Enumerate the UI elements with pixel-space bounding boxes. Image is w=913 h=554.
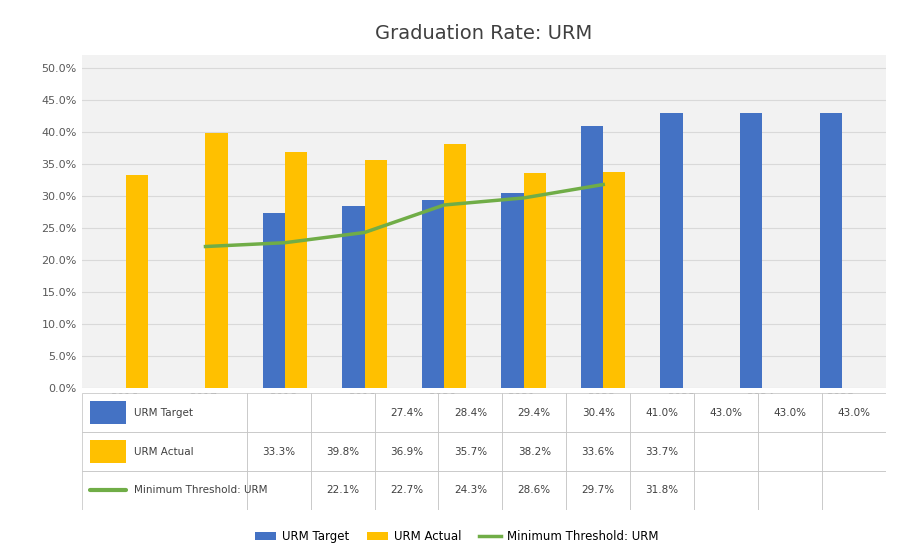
Text: URM Actual: URM Actual <box>134 447 194 456</box>
Bar <box>82 432 247 471</box>
Bar <box>822 432 886 471</box>
Text: 31.8%: 31.8% <box>645 485 678 495</box>
Bar <box>566 393 630 432</box>
Bar <box>438 432 502 471</box>
Text: 28.4%: 28.4% <box>454 408 487 418</box>
Text: 29.7%: 29.7% <box>582 485 614 495</box>
Bar <box>82 471 247 510</box>
Bar <box>310 432 374 471</box>
Bar <box>524 173 546 388</box>
Text: Minimum Threshold: URM: Minimum Threshold: URM <box>134 485 268 495</box>
Text: 33.3%: 33.3% <box>262 447 296 456</box>
Bar <box>342 206 364 388</box>
Legend: URM Target, URM Actual, Minimum Threshold: URM: URM Target, URM Actual, Minimum Threshol… <box>250 526 663 548</box>
Text: 41.0%: 41.0% <box>645 408 678 418</box>
Text: 29.4%: 29.4% <box>518 408 551 418</box>
Text: 35.7%: 35.7% <box>454 447 487 456</box>
Text: 27.4%: 27.4% <box>390 408 423 418</box>
Bar <box>501 193 524 388</box>
Bar <box>566 471 630 510</box>
Bar <box>630 471 694 510</box>
Bar <box>740 113 762 388</box>
Bar <box>694 471 758 510</box>
Bar <box>310 471 374 510</box>
Bar <box>310 393 374 432</box>
Text: 24.3%: 24.3% <box>454 485 487 495</box>
Bar <box>694 393 758 432</box>
Text: 43.0%: 43.0% <box>709 408 742 418</box>
Text: 22.1%: 22.1% <box>326 485 359 495</box>
Bar <box>247 393 310 432</box>
Text: 36.9%: 36.9% <box>390 447 423 456</box>
Text: 30.4%: 30.4% <box>582 408 614 418</box>
Text: 38.2%: 38.2% <box>518 447 551 456</box>
Bar <box>374 393 438 432</box>
Bar <box>502 393 566 432</box>
Bar <box>90 440 126 463</box>
Bar <box>364 160 387 388</box>
Bar <box>247 471 310 510</box>
Bar <box>438 393 502 432</box>
Bar <box>502 471 566 510</box>
Bar <box>438 471 502 510</box>
Text: 43.0%: 43.0% <box>773 408 806 418</box>
Bar <box>205 134 227 388</box>
Bar <box>694 432 758 471</box>
Bar <box>90 401 126 424</box>
Bar <box>247 432 310 471</box>
Bar <box>82 393 247 432</box>
Bar <box>822 393 886 432</box>
Bar <box>758 471 822 510</box>
Text: 33.6%: 33.6% <box>582 447 614 456</box>
Bar <box>758 432 822 471</box>
Text: URM Target: URM Target <box>134 408 194 418</box>
Bar <box>822 471 886 510</box>
Bar <box>581 126 603 388</box>
Bar <box>630 432 694 471</box>
Title: Graduation Rate: URM: Graduation Rate: URM <box>375 24 593 43</box>
Bar <box>126 175 148 388</box>
Bar <box>374 432 438 471</box>
Bar <box>630 393 694 432</box>
Bar <box>603 172 625 388</box>
Bar <box>374 471 438 510</box>
Bar <box>566 432 630 471</box>
Text: 22.7%: 22.7% <box>390 485 423 495</box>
Text: 33.7%: 33.7% <box>645 447 678 456</box>
Bar <box>820 113 842 388</box>
Bar <box>444 143 467 388</box>
Bar <box>758 393 822 432</box>
Text: 39.8%: 39.8% <box>326 447 359 456</box>
Bar <box>502 432 566 471</box>
Bar <box>660 113 683 388</box>
Bar <box>263 213 285 388</box>
Bar <box>285 152 308 388</box>
Text: 43.0%: 43.0% <box>837 408 870 418</box>
Bar <box>422 200 444 388</box>
Text: 28.6%: 28.6% <box>518 485 551 495</box>
